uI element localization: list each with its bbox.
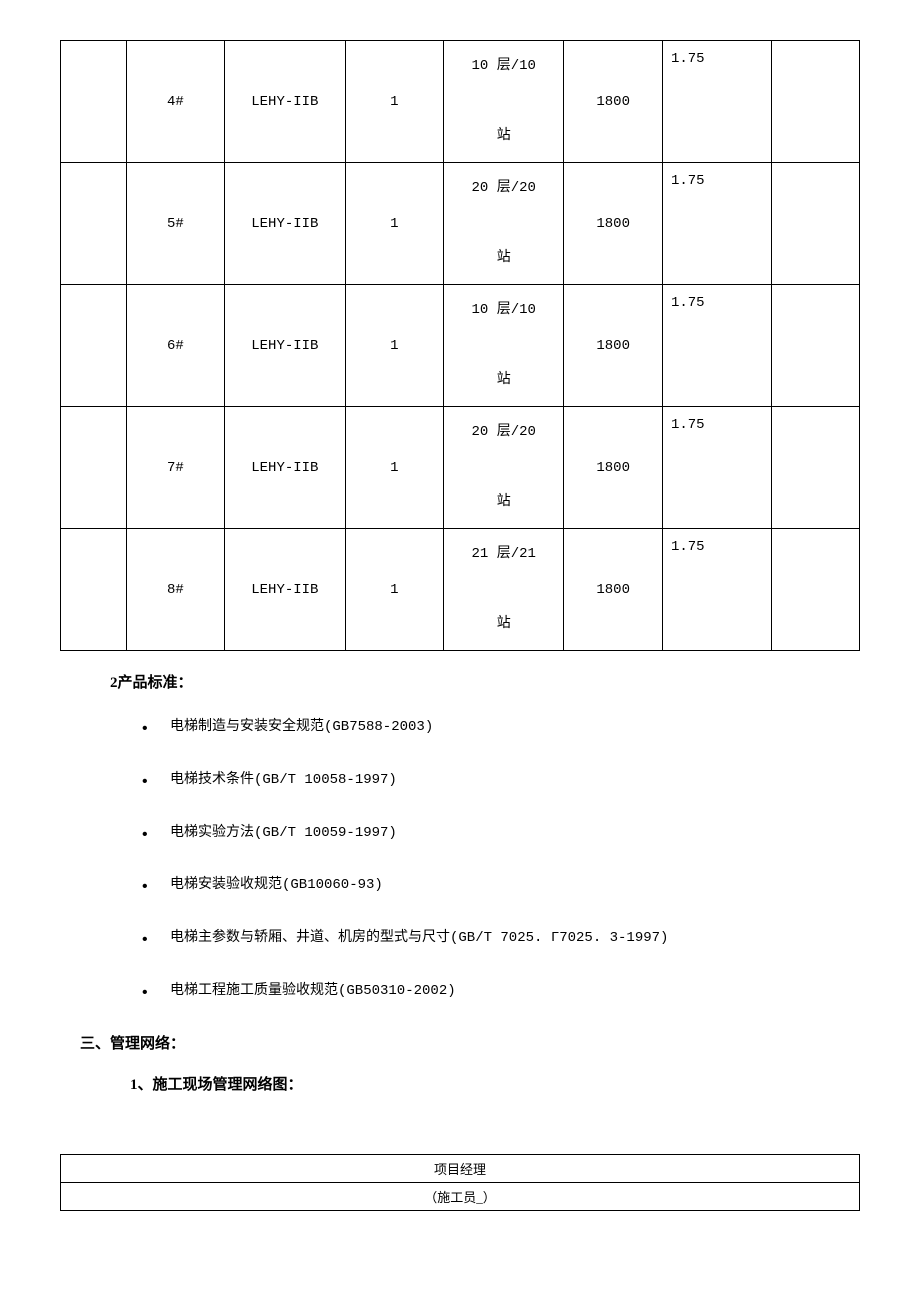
cell-blank2	[772, 41, 860, 163]
cell-floors: 20 层/20站	[444, 163, 564, 285]
list-item: 电梯主参数与轿厢、井道、机房的型式与尺寸(GB/T 7025. Γ7025. 3…	[140, 923, 860, 954]
standards-list: 电梯制造与安装安全规范(GB7588-2003) 电梯技术条件(GB/T 1005…	[140, 712, 860, 1007]
section-3-heading: 三、管理网络：	[80, 1032, 860, 1053]
cell-blank2	[772, 163, 860, 285]
cell-num: 7#	[126, 407, 225, 529]
cell-num: 6#	[126, 285, 225, 407]
table-row: 5#LEHY-IIB120 层/20站18001.75	[61, 163, 860, 285]
table-row: 4#LEHY-IIB110 层/10站18001.75	[61, 41, 860, 163]
cell-model: LEHY-IIB	[225, 407, 345, 529]
cell-qty: 1	[345, 407, 444, 529]
cell-load: 1800	[564, 407, 663, 529]
list-item: 电梯工程施工质量验收规范(GB50310-2002)	[140, 976, 860, 1007]
cell-floors: 10 层/10站	[444, 285, 564, 407]
cell-load: 1800	[564, 163, 663, 285]
cell-qty: 1	[345, 529, 444, 651]
cell-model: LEHY-IIB	[225, 529, 345, 651]
table-row: 8#LEHY-IIB121 层/21站18001.75	[61, 529, 860, 651]
cell-model: LEHY-IIB	[225, 41, 345, 163]
cell-floors: 20 层/20站	[444, 407, 564, 529]
table-row: 7#LEHY-IIB120 层/20站18001.75	[61, 407, 860, 529]
cell-num: 8#	[126, 529, 225, 651]
list-item: 电梯技术条件(GB/T 10058-1997)	[140, 765, 860, 796]
cell-speed: 1.75	[662, 285, 771, 407]
cell-floors: 21 层/21站	[444, 529, 564, 651]
org-row-2: （施工员_）	[61, 1182, 860, 1210]
section-3-subheading: 1、施工现场管理网络图：	[130, 1073, 860, 1094]
cell-model: LEHY-IIB	[225, 285, 345, 407]
cell-speed: 1.75	[662, 41, 771, 163]
cell-blank2	[772, 407, 860, 529]
cell-qty: 1	[345, 41, 444, 163]
cell-blank	[61, 407, 127, 529]
cell-model: LEHY-IIB	[225, 163, 345, 285]
section-2-title: 2产品标准：	[110, 671, 860, 692]
list-item: 电梯安装验收规范(GB10060-93)	[140, 870, 860, 901]
table-row: 6#LEHY-IIB110 层/10站18001.75	[61, 285, 860, 407]
cell-speed: 1.75	[662, 407, 771, 529]
cell-load: 1800	[564, 529, 663, 651]
list-item: 电梯制造与安装安全规范(GB7588-2003)	[140, 712, 860, 743]
cell-speed: 1.75	[662, 163, 771, 285]
cell-qty: 1	[345, 285, 444, 407]
cell-blank	[61, 529, 127, 651]
cell-blank2	[772, 529, 860, 651]
cell-load: 1800	[564, 285, 663, 407]
cell-num: 5#	[126, 163, 225, 285]
cell-blank	[61, 41, 127, 163]
cell-blank	[61, 285, 127, 407]
list-item: 电梯实验方法(GB/T 10059-1997)	[140, 818, 860, 849]
org-chart-table: 项目经理 （施工员_）	[60, 1154, 860, 1211]
cell-speed: 1.75	[662, 529, 771, 651]
org-row-1: 项目经理	[61, 1154, 860, 1182]
cell-num: 4#	[126, 41, 225, 163]
elevator-spec-table: 4#LEHY-IIB110 层/10站18001.755#LEHY-IIB120…	[60, 40, 860, 651]
cell-floors: 10 层/10站	[444, 41, 564, 163]
cell-qty: 1	[345, 163, 444, 285]
cell-blank	[61, 163, 127, 285]
cell-blank2	[772, 285, 860, 407]
cell-load: 1800	[564, 41, 663, 163]
